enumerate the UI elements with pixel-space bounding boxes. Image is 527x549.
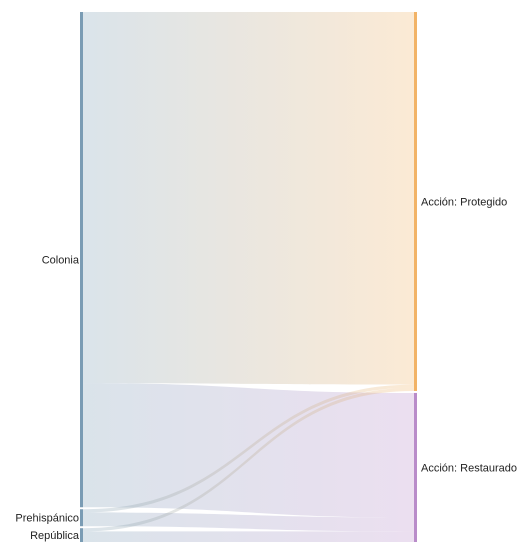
label-accion-restaurado: Acción: Restaurado (421, 462, 517, 474)
link-colonia-to-accion-protegido (83, 12, 414, 385)
link-colonia-to-accion-restaurado (83, 383, 414, 518)
node-republica (80, 528, 83, 542)
nodes-layer (80, 12, 417, 542)
labels-layer: Colonia Prehispánico República Acción: Prot… (15, 196, 517, 542)
node-accion-protegido (414, 12, 417, 391)
link-prehispanico-to-accion-restaurado (83, 512, 414, 532)
link-republica-to-accion-restaurado (83, 531, 414, 542)
links-layer (83, 12, 414, 542)
node-prehispanico (80, 509, 83, 527)
label-prehispanico: Prehispánico (15, 513, 79, 525)
label-colonia: Colonia (42, 255, 80, 267)
link-prehispanico-to-accion-protegido (83, 384, 414, 513)
node-colonia (80, 12, 83, 508)
link-republica-to-accion-protegido (83, 387, 414, 532)
label-accion-protegido: Acción: Protegido (421, 196, 507, 208)
label-republica: República (30, 530, 80, 542)
node-accion-restaurado (414, 392, 417, 542)
